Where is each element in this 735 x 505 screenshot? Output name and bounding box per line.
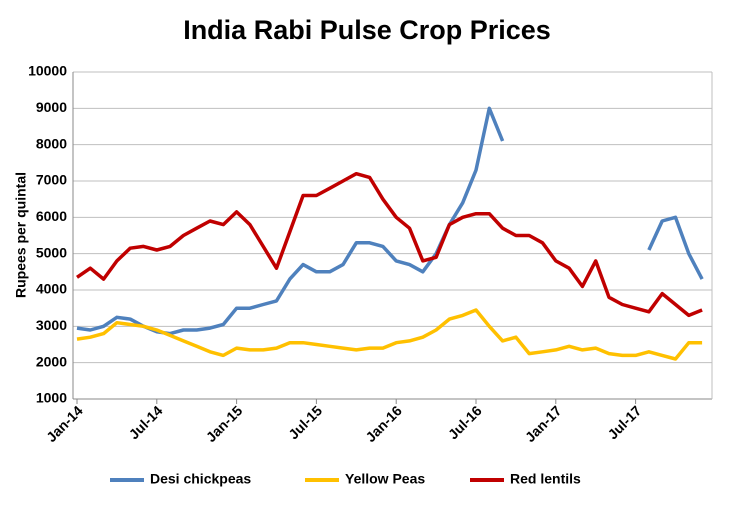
series-line [76, 171, 703, 318]
legend-label: Red lentils [510, 471, 581, 487]
x-tick-label: Jul-14 [126, 402, 166, 442]
y-tick-label: 1000 [36, 390, 67, 406]
x-tick-label: Jul-15 [285, 402, 325, 442]
y-tick-label: 9000 [36, 99, 67, 115]
x-tick-label: Jan-16 [362, 402, 405, 445]
y-tick-label: 10000 [28, 63, 67, 79]
y-tick-label: 5000 [36, 244, 67, 260]
x-tick-label: Jan-17 [522, 402, 565, 445]
chart-title: India Rabi Pulse Crop Prices [183, 15, 551, 45]
x-tick-label: Jan-14 [43, 402, 86, 445]
series-line [76, 106, 704, 336]
y-tick-label: 6000 [36, 208, 67, 224]
x-tick-label: Jul-16 [445, 402, 485, 442]
legend-label: Desi chickpeas [150, 471, 251, 487]
legend-label: Yellow Peas [345, 471, 425, 487]
x-tick-label: Jan-15 [203, 402, 246, 445]
series-line [76, 308, 703, 361]
y-tick-label: 2000 [36, 353, 67, 369]
y-tick-label: 3000 [36, 317, 67, 333]
y-tick-label: 7000 [36, 172, 67, 188]
y-tick-label: 8000 [36, 135, 67, 151]
y-axis-title: Rupees per quintal [13, 172, 29, 298]
y-tick-label: 4000 [36, 281, 67, 297]
x-tick-label: Jul-17 [604, 402, 644, 442]
